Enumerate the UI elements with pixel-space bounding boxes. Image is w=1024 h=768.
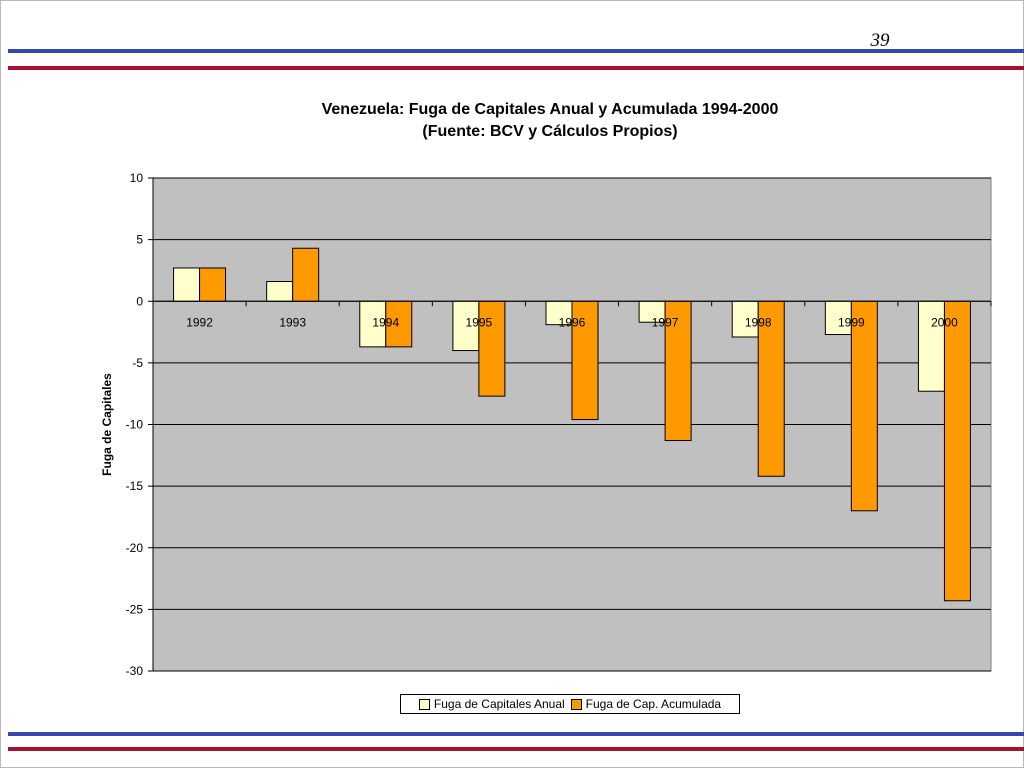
y-tick-label: 5 bbox=[136, 233, 143, 247]
y-tick-label: -30 bbox=[126, 664, 144, 678]
x-tick-label: 1998 bbox=[745, 315, 772, 329]
legend-item-acumulada: Fuga de Cap. Acumulada bbox=[570, 697, 722, 711]
bar-acumulada bbox=[199, 267, 227, 302]
bar-acumulada bbox=[385, 300, 413, 348]
legend-swatch-anual bbox=[418, 698, 430, 710]
y-tick-label: -25 bbox=[126, 602, 144, 616]
chart-subtitle: (Fuente: BCV y Cálculos Propios) bbox=[422, 123, 678, 140]
x-tick-label: 1993 bbox=[279, 315, 306, 329]
legend-swatch-acumulada bbox=[570, 698, 582, 710]
x-tick-label: 1995 bbox=[466, 315, 493, 329]
legend-item-anual: Fuga de Capitales Anual bbox=[418, 697, 565, 711]
bar-acumulada bbox=[292, 247, 320, 302]
bar-anual bbox=[917, 300, 945, 392]
x-tick-label: 1996 bbox=[559, 315, 586, 329]
legend-label-anual: Fuga de Capitales Anual bbox=[433, 697, 565, 711]
bar-acumulada bbox=[850, 300, 878, 512]
top-blue-rule bbox=[8, 49, 1024, 53]
x-tick-label: 1994 bbox=[372, 315, 399, 329]
bottom-blue-rule bbox=[8, 732, 1024, 736]
chart-legend: Fuga de Capitales Anual Fuga de Cap. Acu… bbox=[400, 694, 740, 714]
bar-acumulada bbox=[943, 300, 971, 602]
bar-acumulada bbox=[478, 300, 506, 397]
x-tick-label: 1992 bbox=[186, 315, 213, 329]
page-number: 39 bbox=[870, 30, 890, 51]
bar-acumulada bbox=[757, 300, 785, 477]
y-tick-label: -5 bbox=[132, 356, 143, 370]
y-tick-label: 0 bbox=[136, 294, 143, 308]
bar-acumulada bbox=[664, 300, 692, 442]
legend-label-acumulada: Fuga de Cap. Acumulada bbox=[585, 697, 722, 711]
y-tick-label: -10 bbox=[126, 418, 144, 432]
bar-anual bbox=[266, 281, 294, 302]
y-axis-title: Fuga de Capitales bbox=[100, 373, 114, 476]
y-tick-label: -15 bbox=[126, 479, 144, 493]
top-red-rule bbox=[8, 66, 1024, 70]
chart-title-block: Venezuela: Fuga de Capitales Anual y Acu… bbox=[150, 99, 950, 143]
y-tick-label: -20 bbox=[126, 541, 144, 555]
x-tick-label: 1997 bbox=[652, 315, 679, 329]
y-tick-label: 10 bbox=[130, 171, 144, 185]
bottom-red-rule bbox=[8, 747, 1024, 751]
x-tick-label: 2000 bbox=[931, 315, 958, 329]
chart-title: Venezuela: Fuga de Capitales Anual y Acu… bbox=[321, 101, 779, 118]
x-tick-label: 1999 bbox=[838, 315, 865, 329]
bar-anual bbox=[173, 267, 201, 302]
